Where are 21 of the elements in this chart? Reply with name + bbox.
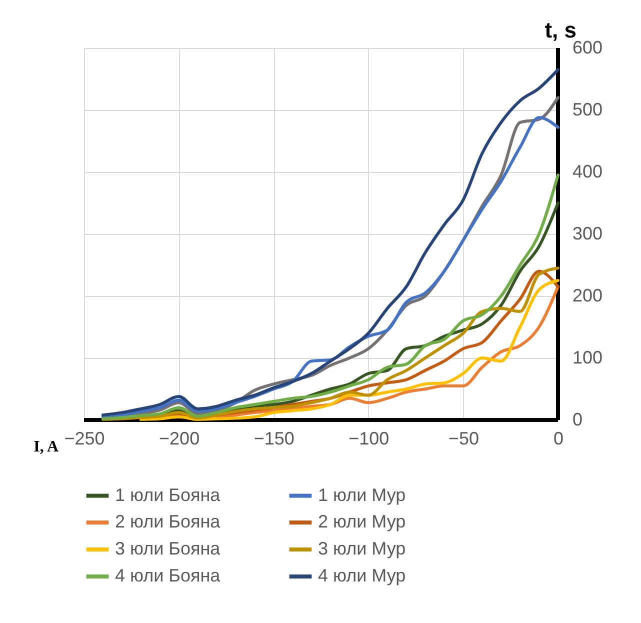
legend-label: 2 юли Бояна <box>115 512 222 532</box>
legend-label: 1 юли Мур <box>318 484 406 505</box>
y-tick-label: 200 <box>572 286 603 306</box>
legend-label: 3 юли Мур <box>318 538 406 558</box>
y-tick-label: 300 <box>572 224 603 244</box>
legend-label: 3 юли Бояна <box>115 538 222 558</box>
y-tick-label: 500 <box>572 100 603 120</box>
x-tick-label: −50 <box>448 428 479 448</box>
x-axis-title: I, A <box>34 438 59 456</box>
x-tick-label: 0 <box>553 428 564 448</box>
legend-label: 1 юли Бояна <box>115 484 222 505</box>
y-tick-label: 0 <box>572 410 583 430</box>
legend-label: 4 юли Мур <box>318 566 406 586</box>
legend-label: 4 юли Бояна <box>115 566 222 586</box>
x-tick-label: −200 <box>159 428 200 448</box>
x-tick-label: −150 <box>254 428 294 448</box>
legend-label: 2 юли Мур <box>318 512 406 532</box>
y-tick-label: 400 <box>572 162 603 182</box>
y-tick-label: 100 <box>572 348 603 368</box>
x-tick-label: −100 <box>348 428 390 448</box>
x-tick-label: −250 <box>64 428 105 448</box>
